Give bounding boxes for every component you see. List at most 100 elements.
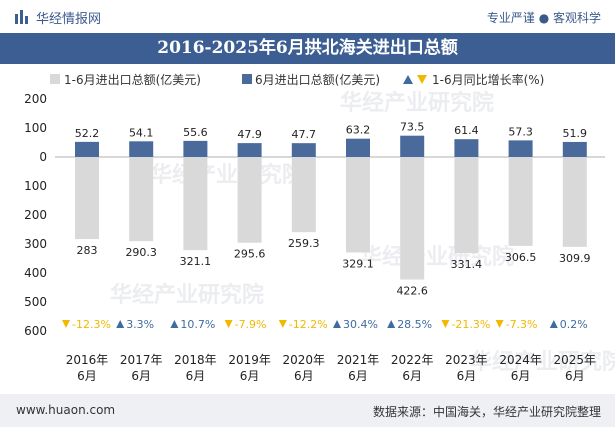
y-tick-label: 0 (39, 150, 47, 164)
label-cumulative: 259.3 (288, 237, 320, 250)
label-cumulative: 321.1 (180, 255, 212, 268)
website-link[interactable]: www.huaon.com (16, 403, 116, 417)
growth-label: -12.3% (72, 318, 111, 331)
x-category-month: 6月 (131, 369, 151, 383)
x-category-month: 6月 (348, 369, 368, 383)
x-category-year: 2021年 (337, 353, 380, 367)
growth-down-icon (495, 320, 504, 328)
label-monthly: 51.9 (563, 127, 588, 140)
bar-cumulative (454, 157, 479, 254)
legend: 1-6月进出口总额(亿美元) 6月进出口总额(亿美元) 1-6月同比增长率(%) (50, 72, 544, 87)
growth-down-icon (224, 320, 233, 328)
legend-swatch-monthly (242, 74, 252, 84)
growth-label: 0.2% (560, 318, 588, 331)
bar-cumulative (400, 157, 425, 280)
label-cumulative: 283 (77, 244, 98, 257)
x-category-year: 2017年 (120, 353, 163, 367)
bar-monthly (562, 141, 587, 157)
label-cumulative: 306.5 (505, 251, 537, 264)
y-tick-label: 600 (24, 324, 47, 338)
x-category-month: 6月 (565, 369, 585, 383)
title-bar: 2016-2025年6月拱北海关进出口总额 (0, 33, 615, 64)
bar-monthly (454, 139, 479, 157)
top-bar: 华经情报网 专业严谨 ● 客观科学 (0, 0, 615, 33)
y-tick-label: 100 (24, 121, 47, 135)
label-monthly: 47.7 (292, 128, 317, 141)
label-cumulative: 331.4 (451, 258, 483, 271)
bar-cumulative (129, 157, 154, 242)
x-category-year: 2025年 (554, 353, 597, 367)
y-tick-label: 100 (24, 179, 47, 193)
x-category-year: 2018年 (174, 353, 217, 367)
x-category-month: 6月 (240, 369, 260, 383)
y-tick-label: 300 (24, 237, 47, 251)
growth-up-icon (549, 320, 558, 328)
bar-monthly (291, 143, 316, 157)
growth-label: -7.3% (506, 318, 538, 331)
growth-label: -12.2% (289, 318, 328, 331)
y-tick-label: 200 (24, 92, 47, 106)
label-monthly: 47.9 (237, 128, 262, 141)
x-category-month: 6月 (402, 369, 422, 383)
y-tick-label: 500 (24, 295, 47, 309)
label-cumulative: 295.6 (234, 248, 266, 261)
growth-up-icon (387, 320, 396, 328)
chart-title: 2016-2025年6月拱北海关进出口总额 (157, 38, 458, 58)
bar-cumulative (75, 157, 99, 240)
x-category-year: 2019年 (228, 353, 271, 367)
x-category-month: 6月 (186, 369, 206, 383)
bar-monthly (508, 140, 533, 157)
label-cumulative: 422.6 (396, 285, 428, 298)
legend-label-monthly: 6月进出口总额(亿美元) (255, 72, 380, 87)
bar-cumulative (508, 157, 533, 246)
label-monthly: 52.2 (75, 127, 100, 140)
legend-down-triangle (417, 75, 427, 84)
x-category-year: 2024年 (499, 353, 542, 367)
bar-monthly (183, 140, 208, 157)
bar-cumulative (562, 157, 587, 247)
x-category-year: 2022年 (391, 353, 434, 367)
footer: www.huaon.com 数据来源：中国海关，华经产业研究院整理 (0, 394, 615, 427)
legend-swatch-cumulative (50, 74, 60, 84)
label-monthly: 57.3 (508, 125, 533, 138)
logo-icon (15, 10, 28, 24)
growth-label: 30.4% (343, 318, 378, 331)
x-axis: 2016年 6月 2017年 6月 2018年 6月 2019年 6月 2020年 6月 2021年… (66, 353, 596, 383)
bar-monthly (129, 141, 154, 157)
legend-label-cumulative: 1-6月进出口总额(亿美元) (64, 72, 201, 87)
bar-cumulative (183, 157, 208, 251)
bar-monthly (346, 138, 370, 157)
brand-name: 华经情报网 (36, 12, 102, 27)
growth-label: 10.7% (180, 318, 215, 331)
growth-label: 3.3% (126, 318, 154, 331)
label-monthly: 61.4 (454, 124, 479, 137)
legend-label-growth: 1-6月同比增长率(%) (432, 72, 544, 87)
bar-monthly (400, 135, 425, 157)
bar-cumulative (291, 157, 316, 233)
bar-cumulative (237, 157, 262, 243)
growth-down-icon (278, 320, 287, 328)
growth-up-icon (116, 320, 125, 328)
bar-monthly (237, 143, 262, 157)
value-labels: 52.2 283 54.1 290.3 55.6 321.1 47.9 295.6 47.7 25… (75, 121, 591, 298)
x-category-year: 2020年 (283, 353, 326, 367)
growth-markers: -12.3% 3.3% 10.7% -7.9% -12.2% 30.4% 28.5% -21.… (62, 318, 588, 331)
label-monthly: 54.1 (129, 126, 154, 139)
growth-up-icon (333, 320, 341, 328)
label-monthly: 63.2 (346, 124, 371, 137)
data-source: 数据来源：中国海关，华经产业研究院整理 (372, 405, 601, 419)
watermark-text: 华经产业研究院 (340, 90, 494, 116)
growth-label: -7.9% (235, 318, 267, 331)
watermark-text: 华经产业研究院 (470, 349, 615, 375)
x-category-year: 2016年 (66, 353, 109, 367)
label-cumulative: 290.3 (125, 246, 157, 259)
growth-down-icon (441, 320, 450, 328)
legend-up-triangle (403, 75, 413, 84)
x-category-month: 6月 (294, 369, 314, 383)
slogan: 专业严谨 ● 客观科学 (486, 11, 601, 25)
bar-cumulative (346, 157, 370, 253)
label-monthly: 73.5 (400, 121, 425, 134)
bars (55, 135, 605, 280)
watermark-text: 华经产业研究院 (360, 244, 514, 270)
